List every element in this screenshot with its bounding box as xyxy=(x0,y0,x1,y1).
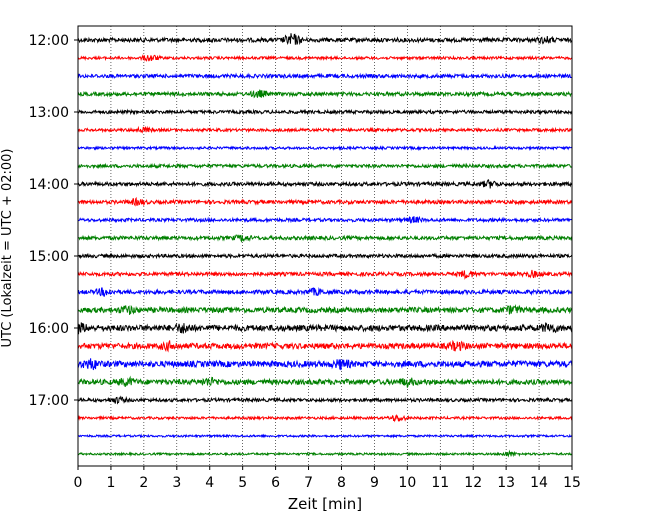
x-tick-label: 7 xyxy=(304,475,313,491)
y-tick-label: 12:00 xyxy=(29,33,69,49)
x-tick-label: 9 xyxy=(370,475,379,491)
x-tick-label: 3 xyxy=(172,475,181,491)
trace-line xyxy=(77,108,573,116)
grid-lines xyxy=(110,26,540,466)
y-tick-label: 14:00 xyxy=(29,177,69,193)
x-tick-label: 1 xyxy=(106,475,115,491)
trace-line xyxy=(77,162,573,170)
trace-line xyxy=(77,89,573,99)
x-tick-label: 13 xyxy=(497,475,515,491)
x-tick-label: 10 xyxy=(398,475,416,491)
trace-line xyxy=(77,234,573,243)
x-tick-label: 8 xyxy=(337,475,346,491)
y-tick-label: 17:00 xyxy=(29,393,69,409)
trace-line xyxy=(77,322,573,335)
x-tick-label: 6 xyxy=(271,475,280,491)
x-axis-ticks: 0 1 2 3 4 5 6 7 8 9 10 11 12 13 14 15 xyxy=(74,466,581,491)
x-tick-label: 2 xyxy=(139,475,148,491)
x-tick-label: 4 xyxy=(205,475,214,491)
trace-line xyxy=(77,287,573,297)
x-axis-label: Zeit [min] xyxy=(288,495,362,513)
trace-line xyxy=(77,375,573,388)
y-tick-label: 16:00 xyxy=(29,321,69,337)
trace-line xyxy=(77,53,573,62)
x-tick-label: 5 xyxy=(238,475,247,491)
trace-line xyxy=(77,339,573,353)
seismic-traces xyxy=(77,33,573,458)
trace-line xyxy=(77,303,573,315)
trace-line xyxy=(77,252,573,260)
y-axis-ticks: 12:00 13:00 14:00 15:00 16:00 17:00 xyxy=(29,33,78,409)
x-tick-label: 11 xyxy=(431,475,449,491)
trace-line xyxy=(77,395,573,405)
trace-line xyxy=(77,414,573,423)
trace-line xyxy=(77,33,573,46)
trace-line xyxy=(77,215,573,224)
trace-line xyxy=(77,196,573,207)
trace-line xyxy=(77,125,573,134)
trace-line xyxy=(77,449,573,458)
x-tick-label: 0 xyxy=(74,475,83,491)
y-tick-label: 13:00 xyxy=(29,105,69,121)
x-tick-label: 12 xyxy=(464,475,482,491)
x-tick-label: 14 xyxy=(530,475,548,491)
y-tick-label: 15:00 xyxy=(29,249,69,265)
trace-line xyxy=(77,433,573,439)
plot-frame xyxy=(77,25,573,467)
trace-line xyxy=(77,72,573,80)
trace-line xyxy=(77,179,573,189)
trace-line xyxy=(77,144,573,152)
y-axis-label: UTC (Lokalzeit = UTC + 02:00) xyxy=(0,149,15,348)
trace-line xyxy=(77,269,573,280)
x-tick-label: 15 xyxy=(563,475,581,491)
trace-line xyxy=(77,358,573,371)
